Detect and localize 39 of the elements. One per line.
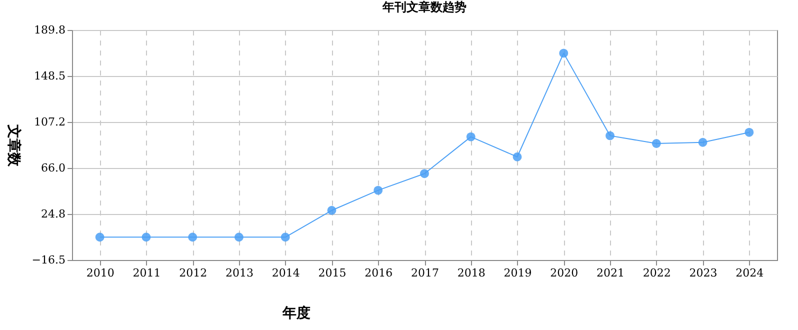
point — [466, 132, 476, 142]
point — [559, 48, 568, 58]
y-tick-label: 66.0 — [41, 162, 66, 175]
x-tick-label: 2018 — [457, 266, 486, 280]
x-tick-label: 2011 — [132, 266, 161, 280]
point — [327, 206, 336, 215]
y-tick-label: 107.2 — [34, 116, 66, 129]
point — [188, 232, 198, 242]
chart-title: 年刊文章数趋势 — [382, 0, 466, 14]
point — [652, 139, 661, 148]
x-tick-label: 2022 — [642, 266, 671, 280]
point — [95, 232, 104, 242]
y-tick-label: 24.8 — [41, 207, 66, 220]
y-tick-label: 189.8 — [34, 24, 66, 36]
y-tick-label: 148.5 — [34, 70, 66, 83]
x-tick-label: 2010 — [86, 266, 114, 280]
point — [280, 232, 290, 242]
x-tick-label: 2017 — [411, 266, 439, 280]
point — [142, 232, 151, 242]
x-tick-label: 2020 — [550, 266, 578, 280]
x-axis-title: 年度 — [282, 304, 310, 322]
x-tick-label: 2012 — [179, 266, 208, 280]
point — [374, 186, 383, 195]
point — [234, 232, 244, 242]
point — [420, 169, 429, 178]
point — [512, 152, 522, 162]
x-tick-label: 2014 — [272, 266, 300, 280]
x-tick-label: 2021 — [596, 266, 625, 280]
x-tick-label: 2016 — [364, 266, 393, 280]
point — [744, 128, 754, 137]
y-tick-label: −16.5 — [32, 254, 66, 266]
x-tick-label: 2024 — [736, 266, 764, 280]
y-axis-title: 文章数 — [6, 124, 22, 168]
x-tick-label: 2013 — [225, 266, 254, 280]
x-tick-label: 2015 — [318, 266, 346, 280]
point — [606, 131, 614, 140]
x-tick-label: 2023 — [689, 266, 718, 280]
point — [698, 138, 708, 147]
x-tick-label: 2019 — [504, 266, 532, 280]
